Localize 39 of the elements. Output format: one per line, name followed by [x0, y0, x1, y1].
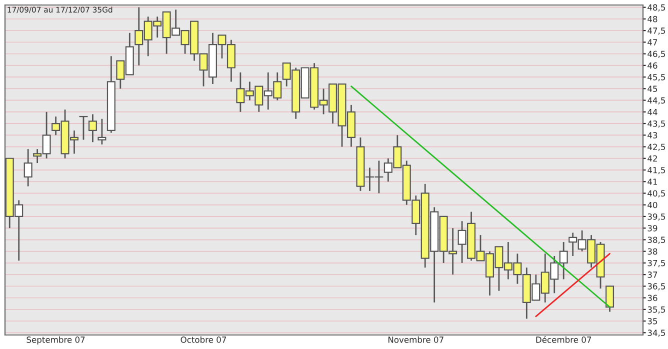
x-tick-label: Novembre 07 — [388, 336, 444, 343]
x-tick-label: Décembre 07 — [536, 336, 592, 343]
y-tick-label: 47 — [648, 39, 658, 46]
y-tick-label: 48,5 — [648, 4, 665, 12]
y-tick-label: 38,5 — [648, 236, 665, 244]
y-tick-label: 36 — [648, 294, 658, 302]
y-tick-label: 37 — [648, 272, 658, 278]
y-tick-label: 47,5 — [648, 28, 665, 35]
candlestick — [79, 116, 88, 140]
y-tick-label: 46 — [648, 62, 658, 69]
y-tick-label: 37,5 — [648, 260, 665, 268]
y-tick-label: 45 — [648, 86, 658, 92]
y-tick-label: 40,5 — [648, 190, 665, 198]
y-tick-label: 38 — [648, 248, 658, 255]
y-tick-label: 39,5 — [648, 213, 665, 221]
y-tick-label: 36,5 — [648, 283, 665, 290]
candlestick — [24, 148, 32, 187]
y-tick-label: 43 — [648, 132, 658, 138]
y-tick-label: 43,5 — [648, 120, 665, 128]
y-tick-label: 35 — [648, 318, 658, 324]
candlestick — [98, 118, 106, 146]
y-tick-label: 45,5 — [648, 74, 665, 82]
y-tick-label: 41,5 — [648, 167, 665, 174]
y-tick-label: 34,5 — [648, 330, 665, 337]
y-tick-label: 41 — [648, 178, 657, 185]
candlestick — [606, 286, 614, 312]
x-tick-label: Septembre 07 — [26, 336, 85, 344]
y-tick-label: 35,5 — [648, 306, 665, 314]
candlestick — [559, 241, 568, 280]
y-tick-label: 46,5 — [648, 50, 665, 58]
y-tick-label: 44 — [648, 108, 658, 116]
y-tick-label: 42,5 — [648, 144, 665, 151]
y-tick-label: 44,5 — [648, 97, 665, 104]
y-tick-label: 40 — [648, 202, 658, 208]
y-tick-label: 39 — [648, 225, 658, 232]
y-tick-label: 48 — [648, 16, 658, 22]
x-tick-label: Octobre 07 — [180, 336, 226, 343]
y-tick-label: 42 — [648, 155, 657, 162]
candlestick — [88, 114, 97, 143]
